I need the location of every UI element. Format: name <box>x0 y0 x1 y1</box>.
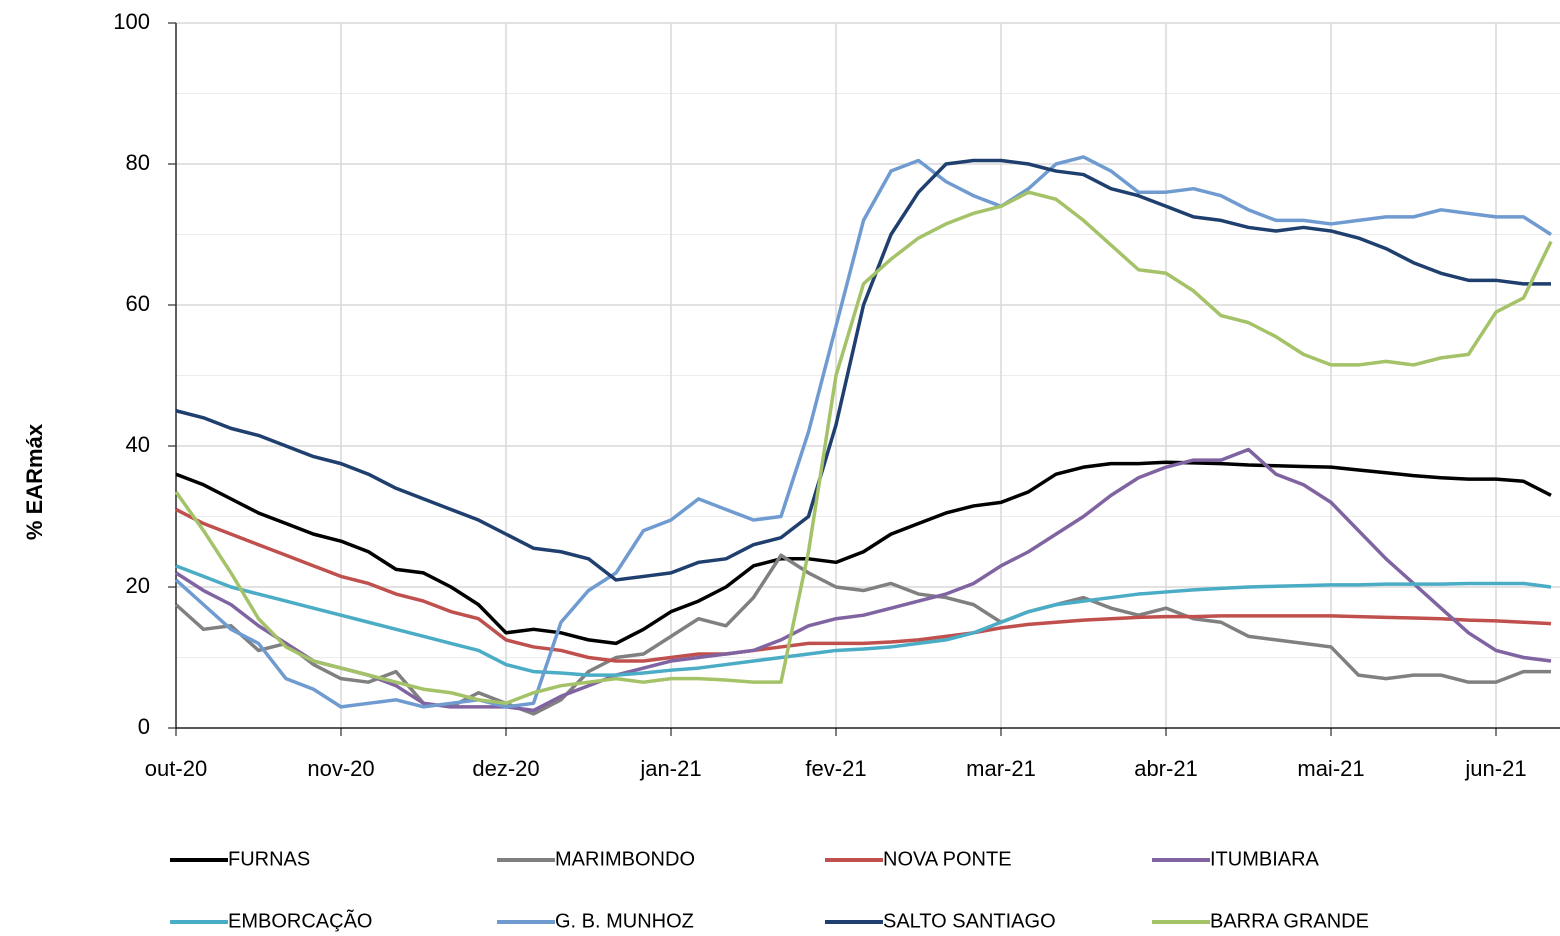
legend-label: FURNAS <box>228 848 310 870</box>
legend-label: MARIMBONDO <box>555 848 695 870</box>
x-tick-label: dez-20 <box>472 756 539 781</box>
legend-label: BARRA GRANDE <box>1210 910 1369 932</box>
y-tick-label: 100 <box>113 9 150 34</box>
legend-label: ITUMBIARA <box>1210 848 1320 870</box>
legend-label: EMBORCAÇÃO <box>228 908 372 932</box>
series-line <box>175 564 1552 677</box>
y-tick-label: 80 <box>126 150 150 175</box>
x-tick-label: mar-21 <box>966 756 1036 781</box>
x-tick-label: jun-21 <box>1464 756 1526 781</box>
y-tick-label: 40 <box>126 432 150 457</box>
series-line <box>174 553 1551 716</box>
y-tick-label: 20 <box>126 573 150 598</box>
series-line <box>174 190 1553 706</box>
y-tick-label: 60 <box>126 291 150 316</box>
series-line <box>174 155 1552 709</box>
x-tick-label: abr-21 <box>1134 756 1198 781</box>
y-tick-label: 0 <box>138 714 150 739</box>
x-tick-label: jan-21 <box>639 756 701 781</box>
y-axis-title: % EARmáx <box>22 423 47 540</box>
series-line <box>175 447 1552 713</box>
x-tick-label: mai-21 <box>1297 756 1364 781</box>
series-line <box>175 460 1552 646</box>
series-line <box>175 507 1552 663</box>
x-tick-label: nov-20 <box>307 756 374 781</box>
legend-label: G. B. MUNHOZ <box>555 910 694 932</box>
x-tick-label: out-20 <box>145 756 207 781</box>
legend-label: NOVA PONTE <box>883 848 1012 870</box>
series-line <box>175 158 1551 582</box>
legend-label: SALTO SANTIAGO <box>883 910 1056 932</box>
x-tick-label: fev-21 <box>805 756 866 781</box>
